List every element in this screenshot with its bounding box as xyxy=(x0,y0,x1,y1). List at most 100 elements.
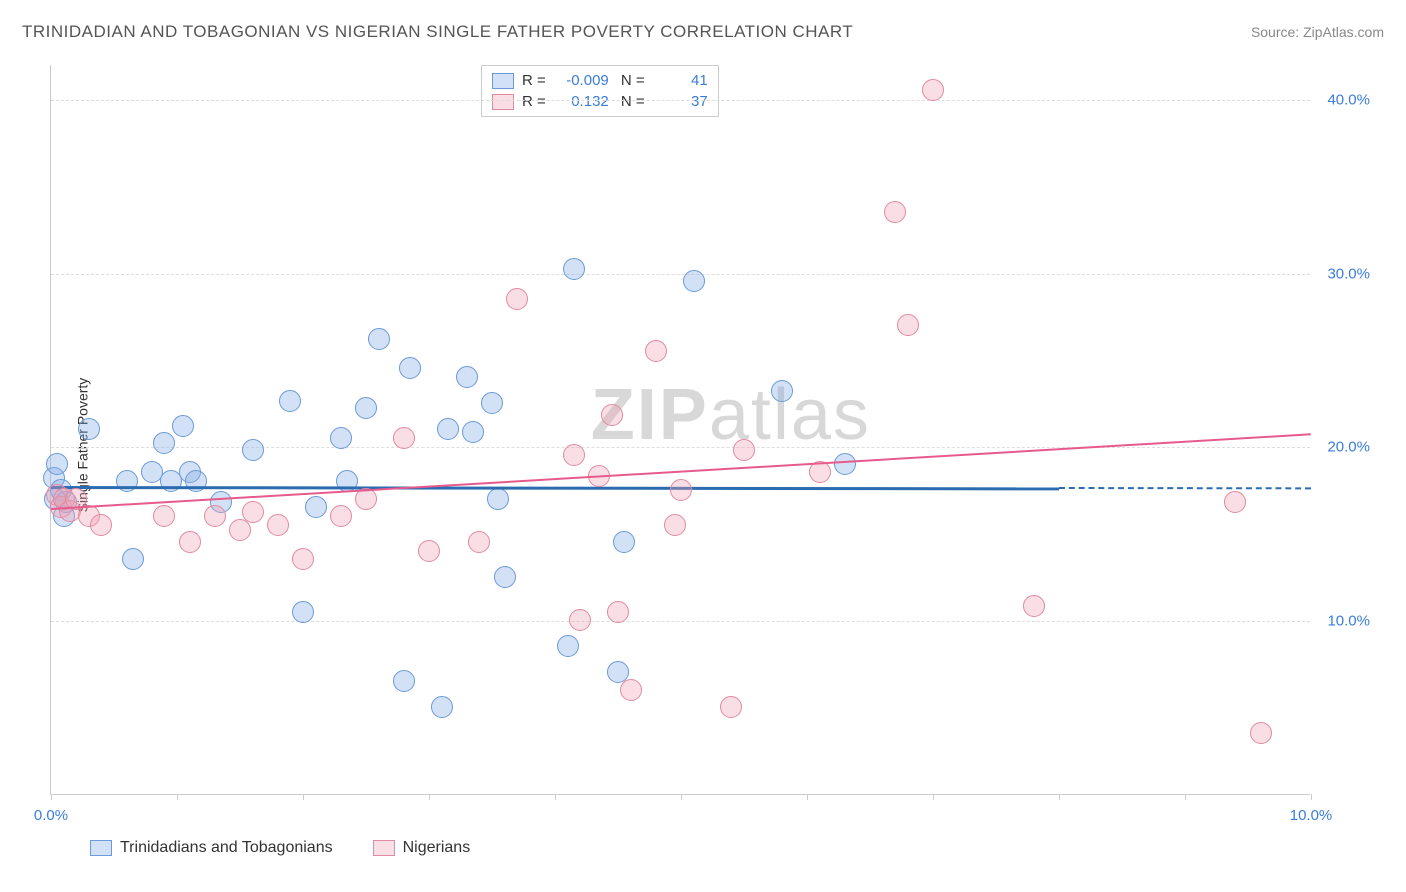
gridline xyxy=(51,100,1310,101)
data-point xyxy=(292,601,314,623)
data-point xyxy=(607,601,629,623)
data-point xyxy=(1224,491,1246,513)
data-point xyxy=(355,397,377,419)
data-point xyxy=(494,566,516,588)
data-point xyxy=(292,548,314,570)
data-point xyxy=(399,357,421,379)
data-point xyxy=(1250,722,1272,744)
data-point xyxy=(46,453,68,475)
stat-n1: 41 xyxy=(653,72,708,89)
x-tick xyxy=(429,794,430,800)
legend-item-2: Nigerians xyxy=(373,839,471,857)
data-point xyxy=(733,439,755,461)
x-tick-label: 0.0% xyxy=(34,807,68,824)
data-point xyxy=(620,679,642,701)
x-tick xyxy=(933,794,934,800)
stat-r1: -0.009 xyxy=(554,72,609,89)
data-point xyxy=(153,505,175,527)
data-point xyxy=(468,531,490,553)
stats-row-1: R = -0.009 N = 41 xyxy=(492,70,708,91)
data-point xyxy=(172,415,194,437)
data-point xyxy=(557,635,579,657)
chart-container: Single Father Poverty ZIPatlas R = -0.00… xyxy=(50,65,1390,825)
data-point xyxy=(720,696,742,718)
x-tick xyxy=(1059,794,1060,800)
stat-n2: 37 xyxy=(653,93,708,110)
header: TRINIDADIAN AND TOBAGONIAN VS NIGERIAN S… xyxy=(22,22,1384,42)
gridline xyxy=(51,274,1310,275)
x-tick xyxy=(51,794,52,800)
data-point xyxy=(305,496,327,518)
data-point xyxy=(179,531,201,553)
data-point xyxy=(670,479,692,501)
gridline xyxy=(51,621,1310,622)
data-point xyxy=(267,514,289,536)
stat-r-label: R = xyxy=(522,72,546,89)
stats-row-2: R = 0.132 N = 37 xyxy=(492,91,708,112)
swatch-series2 xyxy=(492,94,514,110)
data-point xyxy=(897,314,919,336)
data-point xyxy=(456,366,478,388)
x-tick xyxy=(681,794,682,800)
data-point xyxy=(153,432,175,454)
data-point xyxy=(683,270,705,292)
data-point xyxy=(431,696,453,718)
data-point xyxy=(563,258,585,280)
watermark: ZIPatlas xyxy=(591,374,871,456)
x-tick xyxy=(177,794,178,800)
data-point xyxy=(569,609,591,631)
y-tick-label: 30.0% xyxy=(1327,265,1370,282)
data-point xyxy=(487,488,509,510)
stat-n-label: N = xyxy=(617,72,645,89)
data-point xyxy=(90,514,112,536)
source-label: Source: ZipAtlas.com xyxy=(1251,24,1384,40)
data-point xyxy=(884,201,906,223)
data-point xyxy=(242,439,264,461)
gridline xyxy=(51,447,1310,448)
legend-swatch-2 xyxy=(373,840,395,856)
data-point xyxy=(437,418,459,440)
x-tick xyxy=(303,794,304,800)
y-tick-label: 40.0% xyxy=(1327,91,1370,108)
legend-item-1: Trinidadians and Tobagonians xyxy=(90,839,333,857)
legend-swatch-1 xyxy=(90,840,112,856)
stats-legend: R = -0.009 N = 41 R = 0.132 N = 37 xyxy=(481,65,719,117)
legend-label-1: Trinidadians and Tobagonians xyxy=(120,839,333,857)
data-point xyxy=(242,501,264,523)
data-point xyxy=(481,392,503,414)
data-point xyxy=(368,328,390,350)
stat-n-label2: N = xyxy=(617,93,645,110)
x-tick xyxy=(1311,794,1312,800)
y-tick-label: 20.0% xyxy=(1327,439,1370,456)
data-point xyxy=(922,79,944,101)
stat-r2: 0.132 xyxy=(554,93,609,110)
x-tick-label: 10.0% xyxy=(1290,807,1333,824)
data-point xyxy=(122,548,144,570)
bottom-legend: Trinidadians and Tobagonians Nigerians xyxy=(90,839,1350,857)
legend-label-2: Nigerians xyxy=(403,839,471,857)
x-tick xyxy=(555,794,556,800)
data-point xyxy=(771,380,793,402)
x-tick xyxy=(807,794,808,800)
trend-line xyxy=(1059,487,1311,489)
data-point xyxy=(393,427,415,449)
chart-title: TRINIDADIAN AND TOBAGONIAN VS NIGERIAN S… xyxy=(22,22,853,42)
y-tick-label: 10.0% xyxy=(1327,613,1370,630)
data-point xyxy=(418,540,440,562)
data-point xyxy=(393,670,415,692)
swatch-series1 xyxy=(492,73,514,89)
data-point xyxy=(78,418,100,440)
data-point xyxy=(563,444,585,466)
x-tick xyxy=(1185,794,1186,800)
data-point xyxy=(1023,595,1045,617)
data-point xyxy=(204,505,226,527)
data-point xyxy=(506,288,528,310)
data-point xyxy=(834,453,856,475)
data-point xyxy=(613,531,635,553)
data-point xyxy=(330,427,352,449)
plot-area: ZIPatlas R = -0.009 N = 41 R = 0.132 N =… xyxy=(50,65,1310,795)
data-point xyxy=(462,421,484,443)
data-point xyxy=(645,340,667,362)
data-point xyxy=(330,505,352,527)
data-point xyxy=(664,514,686,536)
